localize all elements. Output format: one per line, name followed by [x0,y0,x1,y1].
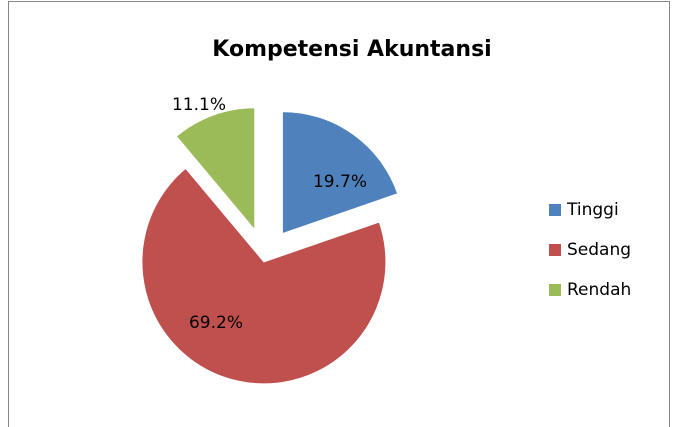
data-label: 69.2% [189,313,243,333]
legend-label: Sedang [567,240,631,260]
pie-slice [175,107,256,232]
legend-swatch [549,244,561,256]
legend-swatch [549,284,561,296]
chart-title: Kompetensi Akuntansi [212,37,491,62]
data-label: 19.7% [313,172,367,192]
data-label: 11.1% [172,95,226,115]
pie-slice [281,111,399,235]
legend-swatch [549,204,561,216]
pie-slice [141,167,387,385]
legend-label: Rendah [567,280,631,300]
legend-label: Tinggi [566,200,619,220]
